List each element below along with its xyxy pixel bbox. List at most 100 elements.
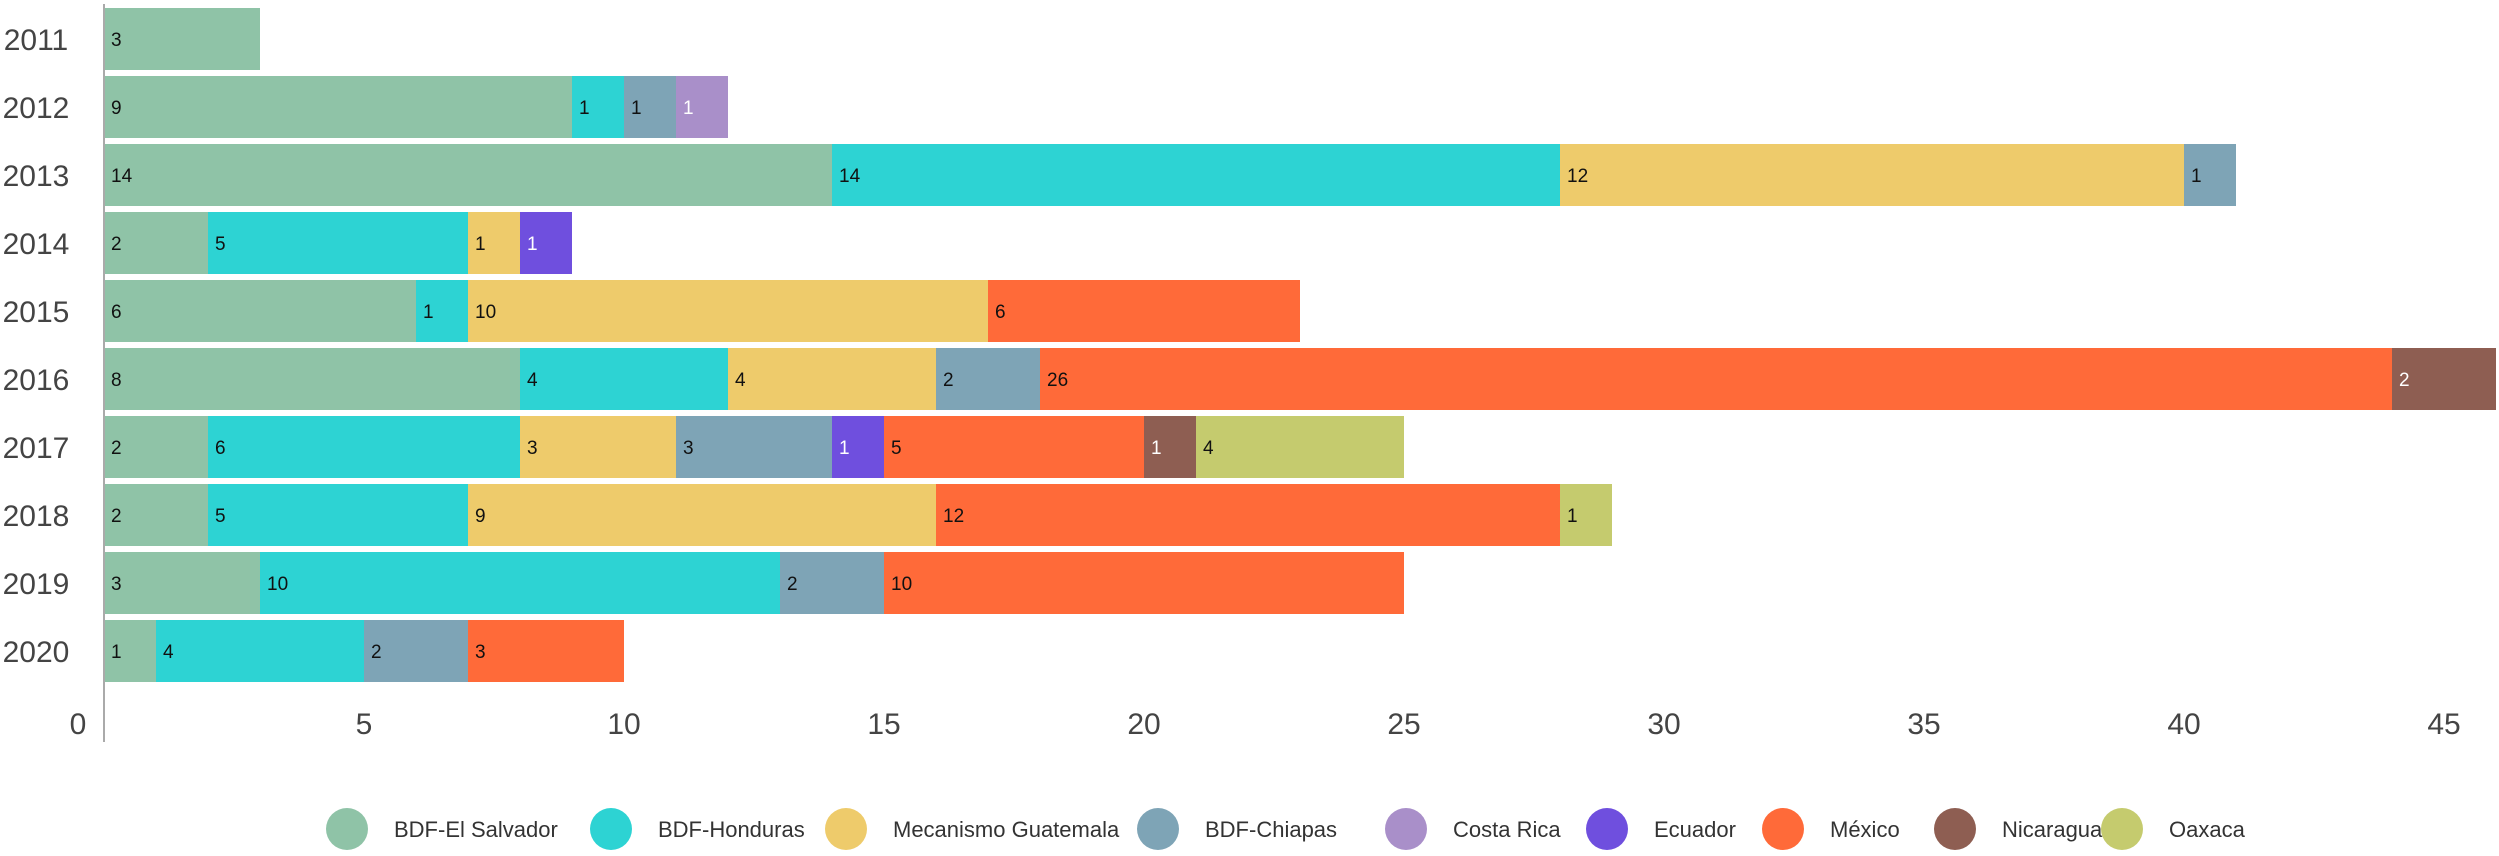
y-tick-label-2017: 2017	[3, 432, 70, 465]
bar-2014-ecuador	[520, 212, 572, 274]
bar-2019-bdf-el-salvador	[104, 552, 260, 614]
legend-label: Nicaragua	[2002, 817, 2103, 842]
data-label: 1	[423, 302, 434, 323]
data-label: 6	[995, 302, 1006, 323]
bar-2017-ecuador	[832, 416, 884, 478]
data-label: 3	[475, 642, 486, 663]
data-label: 1	[631, 98, 642, 119]
legend-swatch-oaxaca	[2101, 808, 2143, 850]
bar-2013-bdf-el-salvador	[104, 144, 832, 206]
x-tick-label: 10	[607, 708, 640, 741]
bar-2016-mecanismo-guatemala	[728, 348, 936, 410]
legend-label: México	[1830, 817, 1900, 842]
bar-2018-mecanismo-guatemala	[468, 484, 936, 546]
bar-2017-bdf-honduras	[208, 416, 520, 478]
data-label: 1	[839, 438, 850, 459]
legend-swatch-nicaragua	[1934, 808, 1976, 850]
data-label: 4	[527, 370, 538, 391]
legend-swatch-mecanismo-guatemala	[825, 808, 867, 850]
bar-2013-bdf-honduras	[832, 144, 1560, 206]
bar-labels-layer: 39 1 1 114 14 12 12 5 1 16 1 10 68 4 4 2 26 22 6 3 3 1 5 1 42 5 9 1…	[111, 30, 2410, 663]
bars-layer	[104, 8, 2496, 682]
bar-2019-bdf-honduras	[260, 552, 780, 614]
y-tick-label-2015: 2015	[3, 296, 70, 329]
data-label: 5	[215, 506, 226, 527]
data-label: 12	[943, 506, 964, 527]
bar-2019-bdf-chiapas	[780, 552, 884, 614]
data-label: 2	[943, 370, 954, 391]
legend-swatch-ecuador	[1586, 808, 1628, 850]
bar-2016-bdf-honduras	[520, 348, 728, 410]
legend-swatch-bdf-honduras	[590, 808, 632, 850]
bar-2020-m-xico	[468, 620, 624, 682]
y-tick-label-2012: 2012	[3, 92, 70, 125]
bar-2014-mecanismo-guatemala	[468, 212, 520, 274]
data-label: 9	[111, 98, 122, 119]
data-label: 2	[371, 642, 382, 663]
data-label: 1	[2191, 166, 2202, 187]
bar-2013-mecanismo-guatemala	[1560, 144, 2184, 206]
data-label: 6	[215, 438, 226, 459]
bar-2014-bdf-honduras	[208, 212, 468, 274]
legend-swatch-bdf-el-salvador	[326, 808, 368, 850]
x-tick-label: 35	[1907, 708, 1940, 741]
data-label: 14	[111, 166, 133, 187]
bar-2015-bdf-el-salvador	[104, 280, 416, 342]
bar-2012-bdf-el-salvador	[104, 76, 572, 138]
data-label: 6	[111, 302, 122, 323]
data-label: 5	[215, 234, 226, 255]
data-label: 4	[163, 642, 174, 663]
bar-2017-bdf-el-salvador	[104, 416, 208, 478]
y-tick-label-2020: 2020	[3, 636, 70, 669]
data-label: 2	[111, 234, 122, 255]
bar-2018-m-xico	[936, 484, 1560, 546]
legend-label: Mecanismo Guatemala	[893, 817, 1120, 842]
data-label: 3	[111, 574, 122, 595]
data-label: 1	[1151, 438, 1162, 459]
y-tick-label-2011: 2011	[4, 24, 69, 57]
data-label: 4	[735, 370, 746, 391]
bar-2017-bdf-chiapas	[676, 416, 832, 478]
bar-2020-bdf-honduras	[156, 620, 364, 682]
data-label: 2	[787, 574, 798, 595]
data-label: 5	[891, 438, 902, 459]
y-axis: 2011 2012 2013 2014 2015 2016 2017 2018 2019 2020	[3, 4, 105, 742]
bar-2019-m-xico	[884, 552, 1404, 614]
bar-2017-oaxaca	[1196, 416, 1404, 478]
data-label: 10	[475, 302, 496, 323]
bar-2015-m-xico	[988, 280, 1300, 342]
bar-2017-mecanismo-guatemala	[520, 416, 676, 478]
y-tick-label-2018: 2018	[3, 500, 70, 533]
bar-2016-bdf-el-salvador	[104, 348, 520, 410]
data-label: 2	[111, 506, 122, 527]
data-label: 8	[111, 370, 122, 391]
data-label: 1	[111, 642, 122, 663]
bar-2016-bdf-chiapas	[936, 348, 1040, 410]
bar-2017-m-xico	[884, 416, 1144, 478]
bar-2012-costa-rica	[676, 76, 728, 138]
legend-swatch-costa-rica	[1385, 808, 1427, 850]
data-label: 1	[1567, 506, 1578, 527]
y-tick-label-2019: 2019	[3, 568, 70, 601]
data-label: 1	[527, 234, 538, 255]
bar-2018-oaxaca	[1560, 484, 1612, 546]
bar-2011-bdf-el-salvador	[104, 8, 260, 70]
y-tick-label-2016: 2016	[3, 364, 70, 397]
legend: BDF-El Salvador BDF-Honduras Mecanismo Gua…	[326, 808, 2246, 850]
legend-swatch-bdf-chiapas	[1137, 808, 1179, 850]
bar-2020-bdf-chiapas	[364, 620, 468, 682]
bar-2012-bdf-honduras	[572, 76, 624, 138]
legend-label: Oaxaca	[2169, 817, 2246, 842]
data-label: 2	[2399, 370, 2410, 391]
data-label: 26	[1047, 370, 1068, 391]
x-tick-label: 40	[2167, 708, 2200, 741]
legend-label: Costa Rica	[1453, 817, 1561, 842]
data-label: 9	[475, 506, 486, 527]
bar-2015-mecanismo-guatemala	[468, 280, 988, 342]
bar-2012-bdf-chiapas	[624, 76, 676, 138]
x-tick-label: 20	[1127, 708, 1160, 741]
x-tick-label: 0	[70, 708, 87, 741]
bar-2020-bdf-el-salvador	[104, 620, 156, 682]
data-label: 1	[683, 98, 694, 119]
data-label: 3	[683, 438, 694, 459]
